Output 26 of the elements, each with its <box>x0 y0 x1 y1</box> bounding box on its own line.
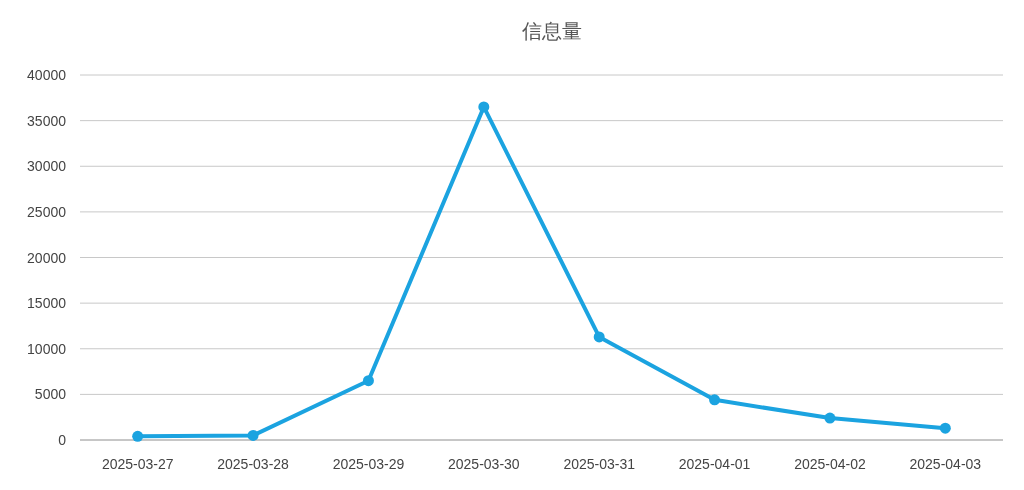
x-tick-label: 2025-03-30 <box>448 456 520 472</box>
x-tick-label: 2025-03-31 <box>563 456 636 472</box>
point <box>939 422 951 434</box>
point <box>478 101 490 113</box>
point <box>132 430 144 442</box>
x-tick-label: 2025-03-28 <box>217 456 290 472</box>
point <box>247 429 259 441</box>
y-tick-label: 5000 <box>34 386 67 403</box>
y-tick-label: 20000 <box>27 249 67 266</box>
point <box>709 394 721 406</box>
y-tick-label: 30000 <box>27 158 67 175</box>
point <box>362 375 374 387</box>
chart-title: 信息量 <box>521 20 582 42</box>
y-tick-label: 35000 <box>27 112 67 129</box>
y-tick-label: 40000 <box>27 67 67 83</box>
y-tick-label: 0 <box>58 432 67 448</box>
point <box>593 331 605 343</box>
x-tick-label: 2025-03-27 <box>101 456 174 472</box>
x-tick-label: 2025-04-02 <box>794 456 866 472</box>
y-tick-label: 15000 <box>27 295 67 312</box>
x-tick-label: 2025-04-03 <box>909 456 982 472</box>
y-tick-label: 10000 <box>27 340 67 357</box>
x-tick-label: 2025-04-01 <box>678 456 751 472</box>
point <box>824 412 836 424</box>
x-tick-label: 2025-03-29 <box>332 456 405 472</box>
y-tick-label: 25000 <box>27 203 67 220</box>
